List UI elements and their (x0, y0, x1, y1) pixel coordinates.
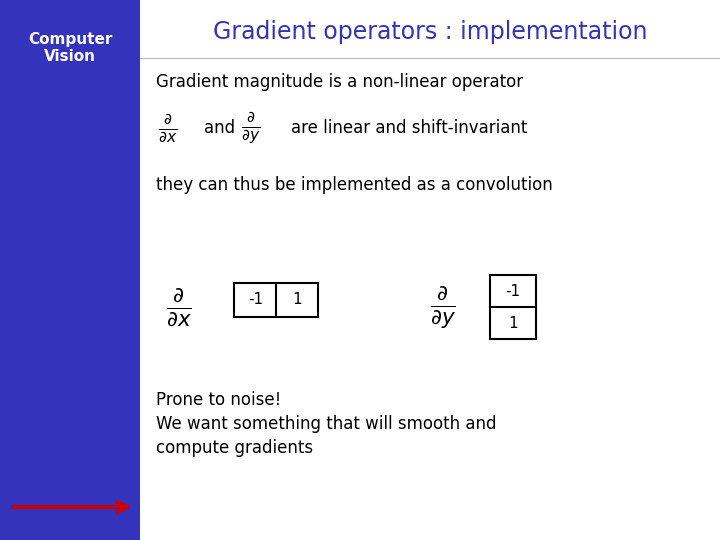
Text: $\frac{\partial}{\partial y}$: $\frac{\partial}{\partial y}$ (430, 285, 456, 332)
Text: are linear and shift-invariant: are linear and shift-invariant (292, 119, 528, 137)
Text: -1: -1 (248, 293, 263, 307)
Text: -1: -1 (505, 284, 521, 299)
Text: $\frac{\partial}{\partial y}$: $\frac{\partial}{\partial y}$ (241, 110, 261, 146)
Text: 1: 1 (508, 315, 518, 330)
Text: $\frac{\partial}{\partial x}$: $\frac{\partial}{\partial x}$ (166, 286, 192, 329)
Text: compute gradients: compute gradients (156, 439, 313, 457)
Text: and: and (204, 119, 235, 137)
Bar (235, 283, 318, 317)
Text: 1: 1 (292, 293, 302, 307)
Bar (0, 0, 140, 540)
Text: We want something that will smooth and: We want something that will smooth and (156, 415, 497, 433)
Text: Prone to noise!: Prone to noise! (156, 391, 282, 409)
Text: Gradient magnitude is a non-linear operator: Gradient magnitude is a non-linear opera… (156, 73, 523, 91)
Text: they can thus be implemented as a convolution: they can thus be implemented as a convol… (156, 176, 553, 194)
Text: $\frac{\partial}{\partial x}$: $\frac{\partial}{\partial x}$ (158, 112, 178, 144)
Text: Gradient operators : implementation: Gradient operators : implementation (213, 20, 647, 44)
Bar (490, 275, 536, 339)
Text: Computer
Vision: Computer Vision (28, 32, 112, 64)
